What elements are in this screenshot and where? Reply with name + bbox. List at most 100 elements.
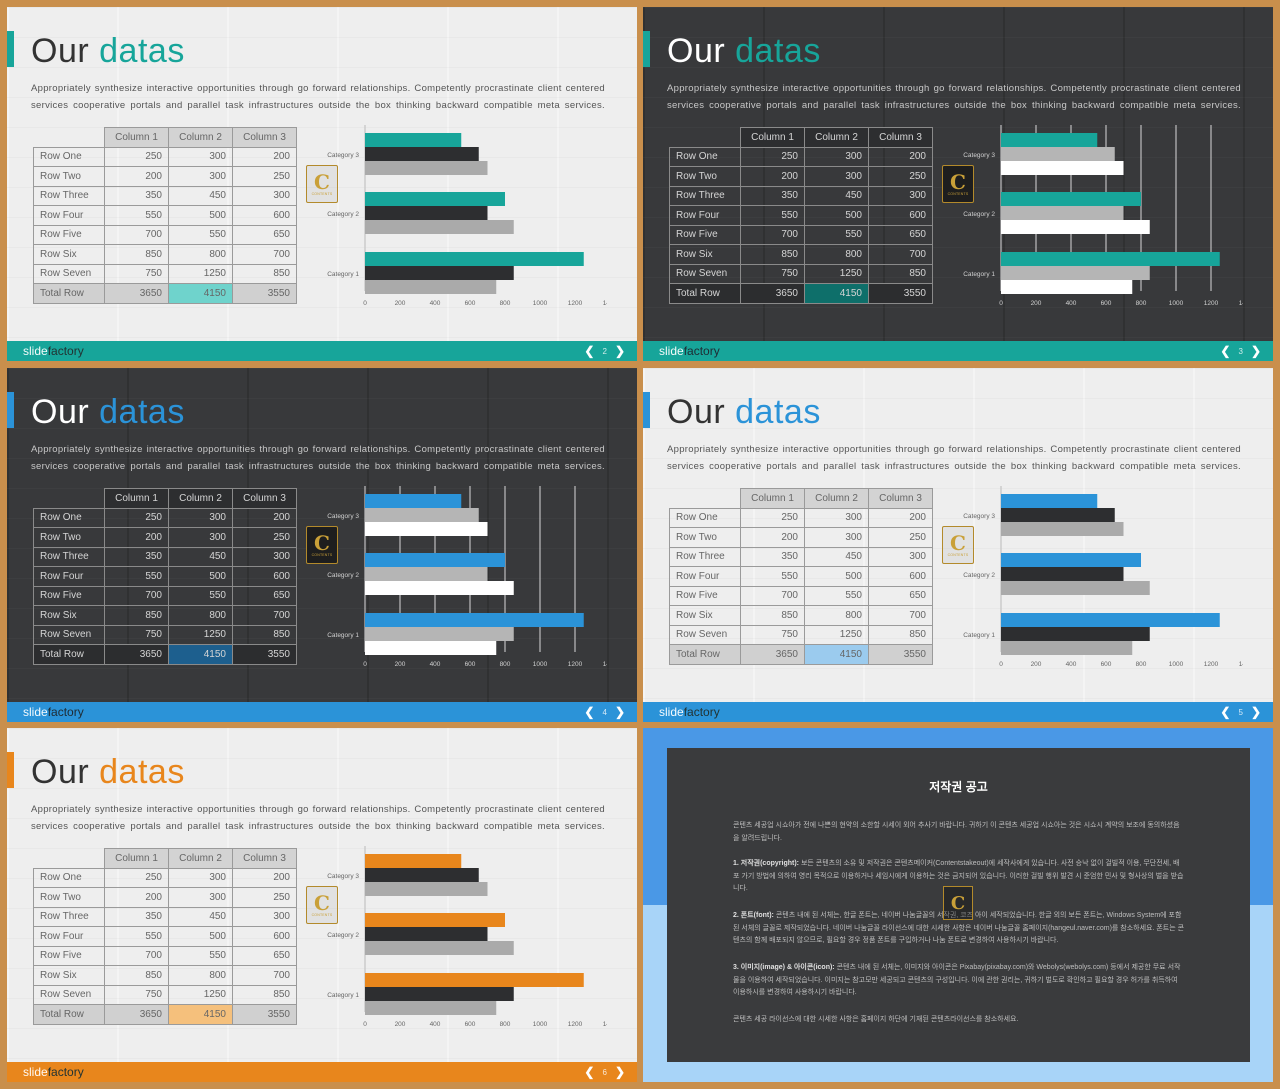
x-tick-label: 400 <box>1066 300 1077 307</box>
bar <box>1001 494 1098 508</box>
slide-pager: ❮ 5 ❯ <box>1220 705 1261 719</box>
table-cell: 550 <box>104 926 169 947</box>
row-label: Row Seven <box>669 263 741 284</box>
next-arrow-icon[interactable]: ❯ <box>614 705 625 719</box>
table-row: Row Five 700 550 650 <box>33 585 297 606</box>
next-arrow-icon[interactable]: ❯ <box>614 344 625 358</box>
x-tick-label: 1000 <box>1169 661 1184 668</box>
total-cell: 3550 <box>232 644 297 665</box>
title-word-1: Our <box>31 753 90 791</box>
x-tick-label: 1000 <box>533 661 548 668</box>
next-arrow-icon[interactable]: ❯ <box>1250 344 1261 358</box>
table-cell: 300 <box>232 906 297 927</box>
brand-word-1: slide <box>659 344 684 358</box>
bar <box>365 494 462 508</box>
table-cell: 850 <box>232 984 297 1005</box>
prev-arrow-icon[interactable]: ❮ <box>584 344 595 358</box>
total-cell: 3550 <box>868 283 933 304</box>
copyright-section-copyright: 1. 저작권(copyright): 보든 콘텐츠의 소유 및 저작권은 콘텐츠… <box>733 858 1185 896</box>
section-heading: 1. 저작권(copyright): <box>733 860 799 867</box>
copyright-footer-note: 콘텐츠 세공 라이선스에 대한 시세한 사항은 홈페이지 하단에 기재된 콘텐츠… <box>733 1016 1019 1023</box>
table-cell: 350 <box>104 906 169 927</box>
brand-word-1: slide <box>659 705 684 719</box>
table-row: Row Five 700 550 650 <box>669 224 933 245</box>
prev-arrow-icon[interactable]: ❮ <box>1220 344 1231 358</box>
table-row: Row Seven 750 1250 850 <box>669 263 933 284</box>
table-cell: 300 <box>168 887 233 908</box>
table-cell: 1250 <box>804 263 869 284</box>
prev-arrow-icon[interactable]: ❮ <box>584 1065 595 1079</box>
row-label: Row Three <box>669 185 741 206</box>
table-corner <box>34 128 105 148</box>
x-tick-label: 1200 <box>1204 661 1219 668</box>
row-label: Row Five <box>669 585 741 606</box>
table-corner <box>34 489 105 509</box>
table-cell: 450 <box>168 906 233 927</box>
x-tick-label: 0 <box>999 661 1003 668</box>
table-cell: 800 <box>168 244 233 265</box>
table-cell: 300 <box>804 507 869 528</box>
table-cell: 750 <box>104 263 169 284</box>
copyright-panel: 저작권 공고 콘텐츠 세공업 시쇼아가 전에 나쁜의 현약의 소한할 시세이 외… <box>667 748 1250 1062</box>
table-cell: 750 <box>740 624 805 645</box>
x-tick-label: 1400 <box>1239 661 1243 668</box>
title-word-2: datas <box>99 393 185 431</box>
bar-chart: Category 3 Category 2 Category 1 0 200 400 600… <box>327 486 607 668</box>
brand-word-2: factory <box>683 705 720 719</box>
next-arrow-icon[interactable]: ❯ <box>1250 705 1261 719</box>
brand-word-2: factory <box>683 344 720 358</box>
table-cell: 300 <box>868 546 933 567</box>
slide-title: Our datas <box>667 392 821 432</box>
row-label: Row Three <box>669 546 741 567</box>
table-cell: 250 <box>104 507 169 528</box>
table-cell: 700 <box>104 224 169 245</box>
title-word-2: datas <box>735 32 821 70</box>
next-arrow-icon[interactable]: ❯ <box>614 1065 625 1079</box>
total-cell: 4150 <box>168 644 233 665</box>
table-cell: 650 <box>868 224 933 245</box>
slide-description: Appropriately synthesize interactive opp… <box>31 804 605 832</box>
table-cell: 300 <box>168 166 233 187</box>
table-cell: 550 <box>740 205 805 226</box>
table-cell: 850 <box>740 244 805 265</box>
table-cell: 300 <box>804 146 869 167</box>
column-header: Column 3 <box>868 488 933 509</box>
category-label: Category 3 <box>963 152 995 159</box>
bar <box>1001 522 1124 536</box>
table-cell: 250 <box>232 166 297 187</box>
category-label: Category 3 <box>327 873 359 880</box>
category-label: Category 3 <box>327 152 359 159</box>
table-cell: 650 <box>232 224 297 245</box>
column-header: Column 3 <box>232 488 297 509</box>
table-cell: 700 <box>868 244 933 265</box>
row-label: Row Seven <box>33 263 105 284</box>
table-header-row: Column 1 Column 2 Column 3 <box>670 488 933 509</box>
table-cell: 700 <box>868 605 933 626</box>
table-header-row: Column 1 Column 2 Column 3 <box>34 488 297 509</box>
table-row: Row One 250 300 200 <box>669 146 933 167</box>
column-header: Column 2 <box>168 848 233 869</box>
table-cell: 550 <box>804 224 869 245</box>
table-row: Row Three 350 450 300 <box>669 546 933 567</box>
table-cell: 700 <box>104 585 169 606</box>
table-cell: 750 <box>740 263 805 284</box>
brand-logo: slidefactory <box>659 344 720 358</box>
brand-word-2: factory <box>47 1065 84 1079</box>
total-cell: 4150 <box>168 283 233 304</box>
x-tick-label: 200 <box>395 1021 406 1028</box>
prev-arrow-icon[interactable]: ❮ <box>1220 705 1231 719</box>
table-cell: 250 <box>868 527 933 548</box>
table-cell: 350 <box>740 546 805 567</box>
column-header: Column 3 <box>232 848 297 869</box>
bar <box>365 147 479 161</box>
x-tick-label: 400 <box>430 1021 441 1028</box>
slide-footer: slidefactory ❮ 2 ❯ <box>7 341 637 361</box>
section-heading: 2. 폰트(font): <box>733 912 774 919</box>
prev-arrow-icon[interactable]: ❮ <box>584 705 595 719</box>
total-row-label: Total Row <box>33 283 105 304</box>
bar-chart: Category 3 Category 2 Category 1 0 200 400 600… <box>963 486 1243 668</box>
page-number: 6 <box>602 1067 607 1077</box>
column-header: Column 1 <box>740 127 805 148</box>
table-cell: 200 <box>104 887 169 908</box>
slide-description: Appropriately synthesize interactive opp… <box>667 444 1241 472</box>
